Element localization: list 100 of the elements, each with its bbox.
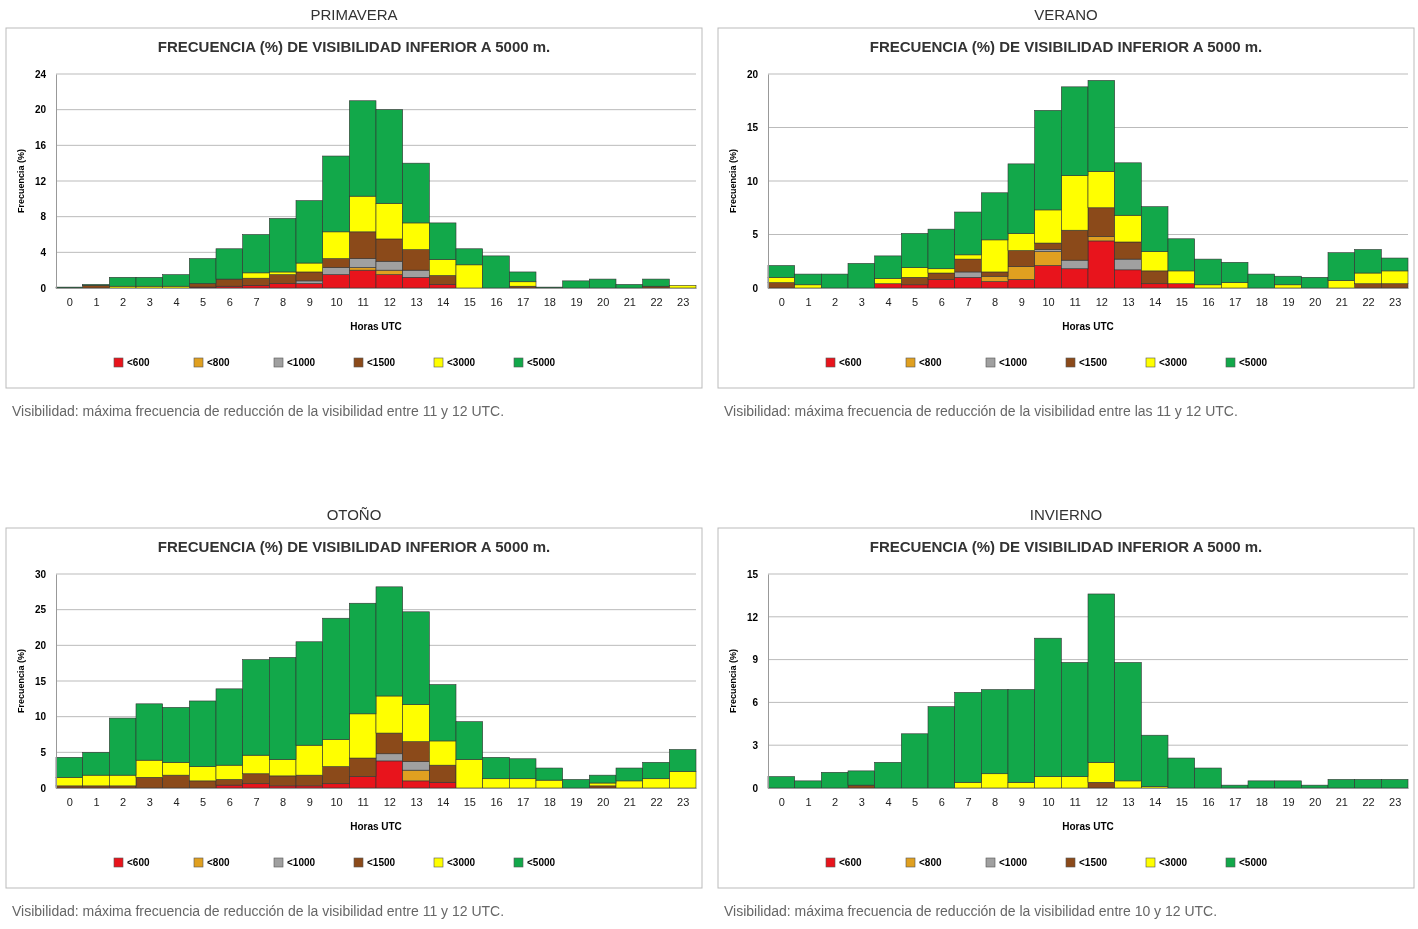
y-tick-label: 0 [40, 282, 47, 294]
x-tick-label: 9 [1018, 795, 1025, 808]
y-tick-label: 8 [40, 211, 47, 223]
x-tick-label: 22 [650, 795, 663, 808]
x-tick-label: 7 [965, 295, 972, 308]
x-tick-label: 7 [965, 795, 972, 808]
x-tick-label: 22 [650, 295, 663, 308]
x-tick-label: 6 [938, 295, 945, 308]
x-tick-label: 12 [1095, 295, 1108, 308]
legend-label: <600 [839, 857, 862, 868]
legend-label: <3000 [1159, 357, 1188, 368]
y-tick-label: 0 [40, 782, 47, 794]
x-tick-label: 11 [357, 295, 369, 308]
x-tick-label: 15 [1175, 295, 1188, 308]
x-tick-label: 12 [383, 795, 396, 808]
x-tick-label: 20 [597, 795, 610, 808]
y-tick-label: 0 [752, 782, 759, 794]
x-tick-label: 22 [1362, 795, 1375, 808]
legend-label: <600 [839, 357, 862, 368]
legend-label: <600 [127, 357, 150, 368]
legend-label: <3000 [1159, 857, 1188, 868]
y-tick-label: 5 [40, 747, 47, 759]
x-tick-label: 3 [858, 795, 865, 808]
x-tick-label: 21 [1335, 795, 1348, 808]
legend-label: <3000 [447, 857, 476, 868]
legend-label: <800 [919, 857, 942, 868]
chart-title: OTOÑO [326, 506, 382, 523]
x-tick-label: 13 [410, 795, 423, 808]
x-tick-label: 23 [1389, 295, 1402, 308]
x-tick-label: 4 [885, 295, 892, 308]
x-tick-label: 16 [490, 295, 503, 308]
x-tick-label: 21 [1335, 295, 1348, 308]
x-axis-title: Horas UTC [350, 821, 402, 832]
legend-label: <600 [127, 857, 150, 868]
y-tick-label: 0 [752, 282, 759, 294]
y-tick-label: 15 [34, 675, 47, 687]
y-tick-label: 24 [34, 68, 47, 80]
y-tick-label: 10 [34, 711, 47, 723]
x-tick-label: 22 [1362, 295, 1375, 308]
x-tick-label: 19 [1282, 795, 1295, 808]
x-tick-label: 0 [66, 295, 73, 308]
y-tick-label: 20 [34, 104, 47, 116]
x-tick-label: 2 [832, 795, 839, 808]
x-tick-label: 20 [597, 295, 610, 308]
y-tick-label: 25 [34, 604, 47, 616]
y-tick-label: 12 [746, 611, 759, 623]
x-tick-label: 10 [330, 795, 343, 808]
x-tick-label: 11 [1069, 295, 1081, 308]
x-tick-label: 1 [805, 295, 812, 308]
x-tick-label: 13 [1122, 795, 1135, 808]
x-tick-label: 14 [1149, 295, 1162, 308]
legend-label: <1500 [1079, 357, 1108, 368]
y-axis-title: Frecuencia (%) [728, 148, 738, 214]
x-tick-label: 10 [330, 295, 343, 308]
chart-subtitle: FRECUENCIA (%) DE VISIBILIDAD INFERIOR A 5000 m. [869, 38, 1263, 55]
x-tick-label: 14 [437, 295, 450, 308]
legend-label: <1500 [1079, 857, 1108, 868]
legend-label: <1000 [999, 857, 1028, 868]
x-tick-label: 10 [1042, 795, 1055, 808]
chart-subtitle: FRECUENCIA (%) DE VISIBILIDAD INFERIOR A 5000 m. [869, 538, 1263, 555]
x-tick-label: 2 [120, 795, 127, 808]
legend-label: <1000 [287, 357, 316, 368]
x-tick-label: 1 [805, 795, 812, 808]
x-tick-label: 23 [677, 795, 690, 808]
legend-label: <5000 [527, 357, 556, 368]
x-tick-label: 21 [623, 295, 636, 308]
x-tick-label: 18 [543, 295, 556, 308]
x-tick-label: 15 [463, 295, 476, 308]
x-tick-label: 16 [1202, 795, 1215, 808]
legend-label: <5000 [1239, 357, 1268, 368]
legend-label: <1500 [367, 357, 396, 368]
y-tick-label: 30 [34, 568, 47, 580]
x-tick-label: 9 [306, 295, 313, 308]
x-tick-label: 6 [226, 295, 233, 308]
x-axis-title: Horas UTC [1062, 821, 1114, 832]
x-tick-label: 5 [912, 795, 919, 808]
x-tick-label: 1 [93, 795, 100, 808]
x-tick-label: 0 [778, 295, 785, 308]
x-tick-label: 8 [280, 795, 287, 808]
chart-subtitle: FRECUENCIA (%) DE VISIBILIDAD INFERIOR A 5000 m. [157, 38, 551, 55]
y-tick-label: 3 [752, 739, 759, 751]
y-axis-title: Frecuencia (%) [16, 648, 26, 714]
x-tick-label: 14 [1149, 795, 1162, 808]
x-tick-label: 2 [120, 295, 127, 308]
text: Visibilidad: máxima frecuencia de reducción de la visibilidad entre 11 y 12 UTC. [12, 403, 505, 419]
chart-title: VERANO [1034, 6, 1098, 23]
x-tick-label: 11 [1069, 795, 1081, 808]
x-tick-label: 15 [1175, 795, 1188, 808]
x-axis-title: Horas UTC [350, 321, 402, 332]
x-tick-label: 18 [1255, 795, 1268, 808]
x-tick-label: 10 [1042, 295, 1055, 308]
legend-label: <1500 [367, 857, 396, 868]
x-tick-label: 13 [1122, 295, 1135, 308]
x-tick-label: 20 [1309, 295, 1322, 308]
x-tick-label: 9 [306, 795, 313, 808]
y-tick-label: 16 [34, 140, 47, 152]
legend-label: <800 [207, 857, 230, 868]
legend-label: <5000 [527, 857, 556, 868]
chart-subtitle: FRECUENCIA (%) DE VISIBILIDAD INFERIOR A 5000 m. [157, 538, 551, 555]
legend-label: <1000 [999, 357, 1028, 368]
